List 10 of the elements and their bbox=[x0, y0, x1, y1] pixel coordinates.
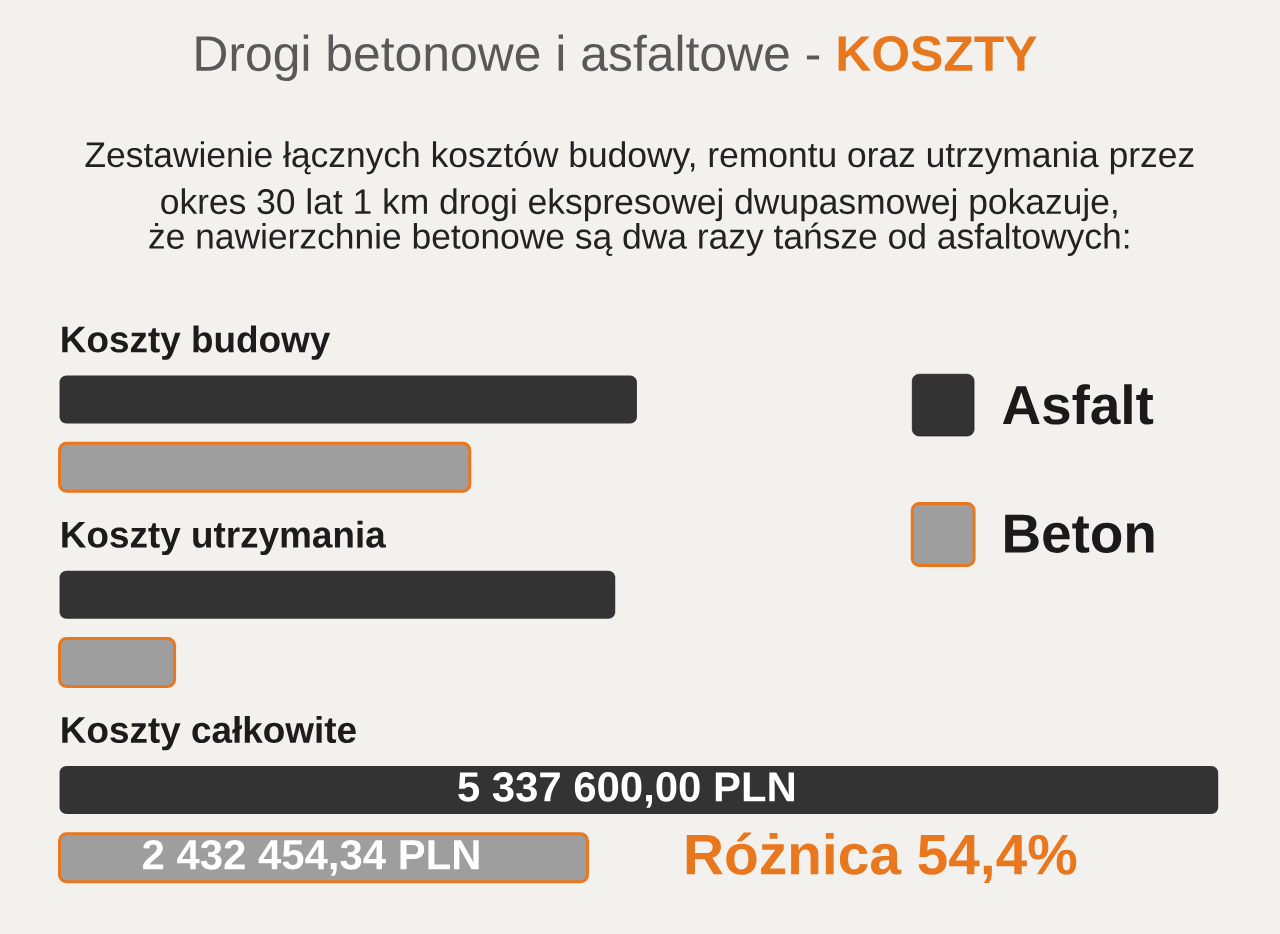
annotation: Różnica 54,4% bbox=[686, 832, 1077, 883]
legend-label: Asfalt bbox=[1002, 384, 1154, 425]
y-tick-label: Koszty utrzymania bbox=[62, 520, 386, 555]
legend-label: Beton bbox=[1005, 514, 1154, 553]
y-tick-label: Koszty całkowite bbox=[62, 715, 356, 751]
y-tick-label: Koszty budowy bbox=[62, 325, 331, 360]
chart-subtitle: Zestawienie łącznych kosztów budowy, remontu oraz utrzymania przez okres 30 lat 1 km drogi ekspresowej dwupasmowej pokazuje, że nawierzchnie betonowe są dwa razy tańsze od asfaltowych: bbox=[85, 140, 1194, 256]
data-label: 5 337 600,00 PLN bbox=[458, 771, 794, 808]
data-label: 2 432 454,34 PLN bbox=[143, 839, 479, 876]
chart-title: Drogi betonowe i asfaltowe - KOSZTY bbox=[196, 34, 1037, 81]
